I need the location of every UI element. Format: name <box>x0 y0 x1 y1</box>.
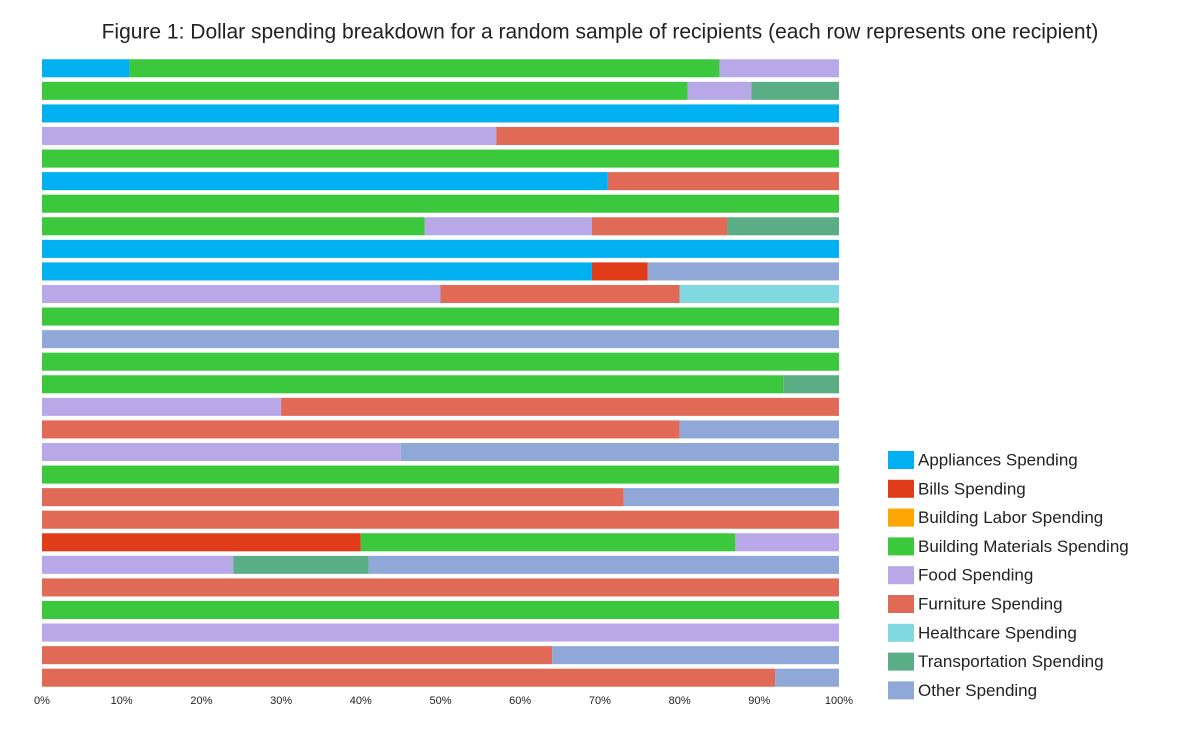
legend-swatch <box>888 623 914 642</box>
chart-title: Figure 1: Dollar spending breakdown for … <box>102 21 1099 44</box>
legend-swatch <box>888 652 914 671</box>
legend-swatch <box>888 537 914 556</box>
bar-segment <box>727 217 839 236</box>
bar-segment <box>42 126 497 146</box>
legend-swatch <box>888 566 914 585</box>
bar-segment <box>42 397 282 416</box>
x-tick-label: 30% <box>270 695 292 707</box>
legend-swatch <box>888 508 914 527</box>
bar-segment <box>233 555 369 574</box>
bar-segment <box>719 59 839 78</box>
legend-label: Appliances Spending <box>918 450 1078 469</box>
bar-segment <box>42 623 839 642</box>
x-tick-label: 20% <box>190 695 212 707</box>
bar-segment <box>775 668 839 687</box>
x-tick-label: 50% <box>429 695 451 707</box>
bar-segment <box>42 239 839 258</box>
legend-label: Bills Spending <box>918 479 1026 498</box>
bar-segment <box>552 646 839 665</box>
x-tick-label: 40% <box>350 695 372 707</box>
legend-label: Building Labor Spending <box>918 508 1103 527</box>
x-tick-label: 0% <box>34 695 50 707</box>
bar-segment <box>42 104 839 123</box>
bar-segment <box>42 510 839 529</box>
legend-label: Food Spending <box>918 566 1033 585</box>
bar-segment <box>42 600 839 620</box>
bar-segment <box>281 397 840 416</box>
bar-segment <box>400 442 839 462</box>
legend-label: Healthcare Spending <box>918 623 1077 642</box>
bar-segment <box>368 555 839 574</box>
bar-segment <box>42 194 839 213</box>
bar-segment <box>735 533 839 552</box>
bar-segment <box>42 262 592 281</box>
bar-segment <box>42 81 688 100</box>
bar-segment <box>783 375 839 394</box>
bar-segment <box>751 81 839 100</box>
bar-segment <box>42 330 839 349</box>
legend-label: Furniture Spending <box>918 594 1063 613</box>
legend-swatch <box>888 451 914 469</box>
x-tick-label: 80% <box>669 695 691 707</box>
bar-segment <box>687 81 752 100</box>
bar-segment <box>42 307 839 326</box>
legend-label: Other Spending <box>918 681 1037 700</box>
bar-segment <box>42 172 608 191</box>
bar-segment <box>42 352 839 371</box>
legend-label: Transportation Spending <box>918 652 1104 671</box>
bar-segment <box>42 533 361 552</box>
bar-segment <box>42 488 624 507</box>
legend-swatch <box>888 681 914 700</box>
bar-segment <box>591 217 728 236</box>
bar-segment <box>42 578 839 597</box>
bar-segment <box>42 59 130 78</box>
bar-segment <box>607 172 839 191</box>
x-tick-label: 60% <box>509 695 531 707</box>
bar-segment <box>42 555 234 574</box>
bar-segment <box>496 126 839 146</box>
legend-label: Building Materials Spending <box>918 537 1129 556</box>
bar-segment <box>42 149 839 168</box>
bar-segment <box>623 488 839 507</box>
bar-segment <box>129 59 720 78</box>
bar-segment <box>42 375 784 394</box>
bar-segment <box>42 668 776 687</box>
bar-segment <box>42 465 839 484</box>
bar-segment <box>42 646 553 665</box>
bar-segment <box>679 420 839 439</box>
bar-segment <box>591 262 648 281</box>
bar-segment <box>42 420 680 439</box>
x-tick-label: 10% <box>111 695 133 707</box>
x-tick-label: 70% <box>589 695 611 707</box>
x-tick-label: 90% <box>748 695 770 707</box>
bar-segment <box>42 284 441 304</box>
bar-segment <box>647 262 839 281</box>
bar-segment <box>424 217 592 236</box>
bar-segment <box>42 442 401 462</box>
legend-swatch <box>888 479 914 498</box>
bar-segment <box>360 533 736 552</box>
bar-segment <box>42 217 425 236</box>
bar-segment <box>679 284 839 304</box>
bar-segment <box>440 284 680 304</box>
legend-swatch <box>888 595 914 613</box>
x-tick-label: 100% <box>825 695 853 707</box>
